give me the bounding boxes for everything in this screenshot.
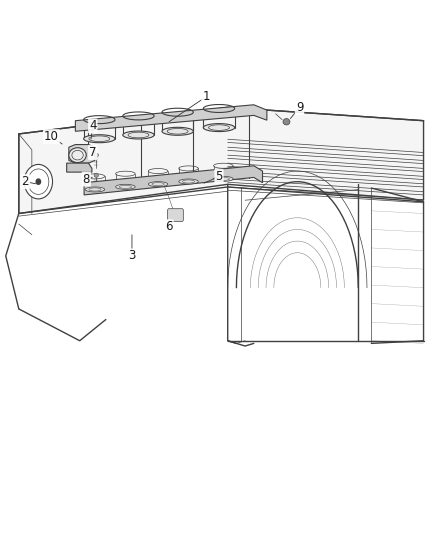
Polygon shape: [67, 163, 92, 172]
Ellipse shape: [84, 135, 115, 143]
Circle shape: [36, 179, 41, 184]
Ellipse shape: [69, 148, 86, 163]
Ellipse shape: [123, 131, 154, 139]
Text: 10: 10: [44, 130, 59, 143]
Ellipse shape: [28, 169, 49, 195]
Text: 7: 7: [89, 146, 96, 159]
Polygon shape: [84, 166, 262, 195]
Polygon shape: [69, 144, 95, 163]
Text: 2: 2: [21, 175, 29, 188]
FancyBboxPatch shape: [168, 209, 184, 221]
Ellipse shape: [116, 184, 135, 189]
Ellipse shape: [94, 173, 99, 177]
Text: 4: 4: [89, 119, 96, 133]
Ellipse shape: [72, 150, 83, 160]
Polygon shape: [19, 108, 424, 214]
Ellipse shape: [203, 124, 235, 132]
Text: 8: 8: [83, 173, 90, 185]
Ellipse shape: [214, 176, 233, 181]
Text: 1: 1: [202, 90, 210, 103]
Text: 6: 6: [165, 220, 173, 233]
Ellipse shape: [179, 179, 198, 184]
Ellipse shape: [148, 182, 168, 187]
Text: 5: 5: [215, 170, 223, 183]
Text: 3: 3: [128, 249, 136, 262]
Ellipse shape: [283, 118, 290, 125]
Text: 9: 9: [296, 101, 303, 114]
Polygon shape: [75, 105, 267, 131]
Ellipse shape: [94, 153, 99, 157]
Ellipse shape: [162, 127, 193, 135]
Ellipse shape: [24, 165, 53, 199]
Ellipse shape: [85, 187, 105, 192]
